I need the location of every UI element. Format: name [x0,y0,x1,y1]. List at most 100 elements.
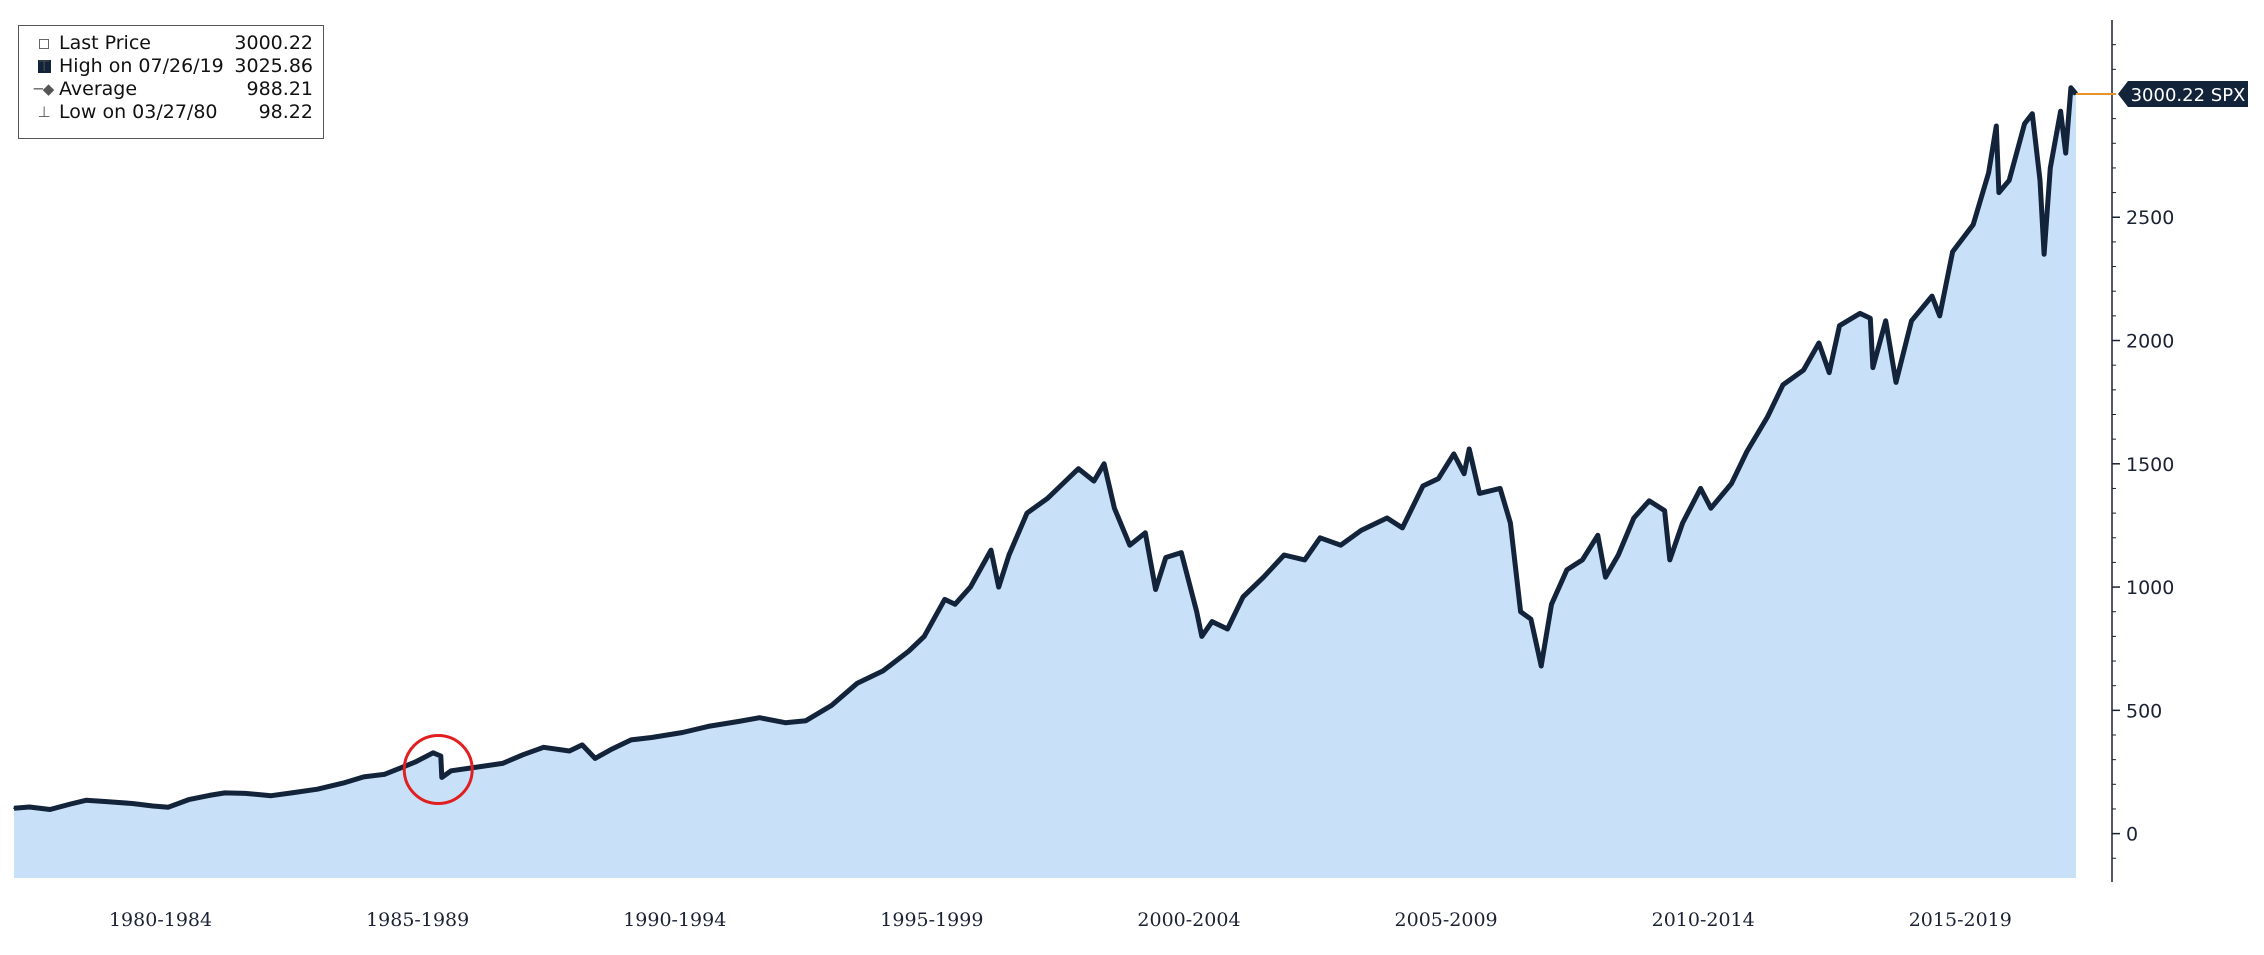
data-point [969,586,972,588]
data-point [738,720,740,723]
data-point [1910,320,1913,322]
data-point [1422,485,1424,487]
data-point [522,753,524,756]
data-point [432,752,434,754]
data-point [1597,534,1599,537]
data-point [830,704,833,707]
data-point [2023,122,2026,125]
data-point [290,792,293,794]
data-point [681,731,684,734]
data-point [450,770,452,772]
x-tick-label: 2000-2004 [1137,909,1240,931]
data-point [1872,366,1874,369]
data-point [1201,635,1203,638]
data-point [2008,179,2010,182]
data-point [1154,588,1157,591]
y-tick-label: 2500 [2126,207,2174,229]
data-point [1165,556,1167,559]
data-point [784,721,787,724]
data-point [441,776,443,779]
data-point [1211,620,1213,623]
data-point [1008,554,1010,556]
data-point [1782,384,1784,386]
data-point [1663,509,1666,512]
data-point [1226,628,1229,630]
data-point [1283,554,1285,556]
data-point [650,736,653,739]
data-point [244,792,247,795]
data-point [316,788,319,790]
data-point [152,805,154,807]
data-point [1818,342,1820,344]
data-point [1884,320,1887,322]
legend-value: 3025.86 [234,55,313,77]
data-point [1746,450,1748,453]
data-point [1540,665,1542,667]
data-point [1869,317,1872,320]
data-point [2049,167,2052,169]
data-point [1129,544,1131,546]
data-point [414,761,416,763]
legend-label: Low on 03/27/80 [59,101,218,123]
legend-row-average: ─◆ Average 988.21 [31,78,313,101]
data-point [501,762,504,765]
data-point [1648,500,1650,502]
y-tick-label: 1000 [2126,577,2174,599]
data-point [1669,559,1671,561]
x-tick-label: 2010-2014 [1652,909,1755,931]
last-price-tag-label: 3000.22 SPX [2131,85,2246,106]
annotation-circle [402,734,474,806]
data-point [1530,618,1532,620]
data-point [1262,576,1265,578]
data-point [1478,492,1481,495]
data-point [1895,381,1897,384]
data-point [105,800,108,803]
data-point [362,776,365,778]
data-point [954,603,956,606]
filled-square-icon [33,32,55,73]
legend-value: 3000.22 [234,32,313,54]
low-marker-icon: ⊥ [37,103,51,121]
data-point [1062,482,1064,485]
data-point [1386,517,1388,519]
x-tick-label: 1995-1999 [880,909,983,931]
data-point [758,716,761,719]
price-area [14,87,2076,879]
legend-row-high: ⊤ High on 07/26/19 3025.86 [31,55,313,78]
legend-value: 988.21 [246,78,313,100]
high-marker-icon: ⊤ [37,57,51,75]
data-point [1339,544,1342,546]
data-point [1938,315,1941,317]
average-marker-icon: ─◆ [33,80,55,98]
data-point [1360,529,1362,532]
data-point [1319,537,1321,539]
data-point [208,794,211,797]
data-point [907,650,910,652]
data-point [1802,369,1805,371]
data-point [2064,152,2067,154]
x-tick-label: 2015-2019 [1909,909,2012,931]
data-point [609,749,612,751]
x-tick-label: 1985-1989 [366,909,469,931]
data-point [13,807,15,809]
data-point [69,803,72,805]
data-point [1995,125,1998,127]
data-point [856,682,859,684]
data-point [882,670,884,672]
data-point [997,586,1000,588]
data-point [1633,517,1635,519]
data-point [1046,497,1049,500]
data-point [1026,512,1028,514]
data-point [28,806,31,808]
data-point [1453,453,1455,455]
data-point [1617,554,1620,556]
x-tick-label: 1990-1994 [623,909,726,931]
data-point [1859,312,1861,315]
data-point [342,782,344,784]
data-point [1838,324,1841,327]
data-point [1077,467,1080,470]
data-point [188,798,190,801]
data-point [1242,596,1244,598]
data-point [1998,191,2000,194]
